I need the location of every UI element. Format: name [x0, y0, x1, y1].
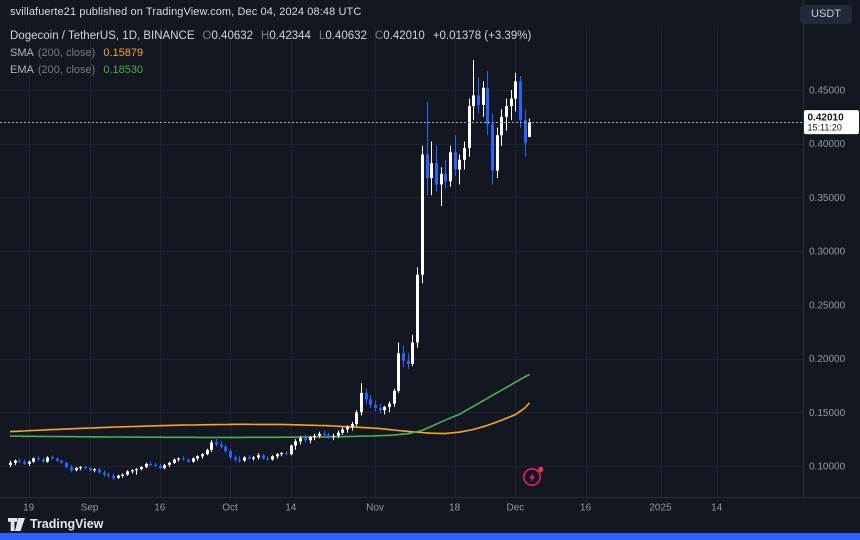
indicator-row-sma[interactable]: SMA (200, close) 0.15879: [10, 46, 531, 60]
open-value: 0.40632: [211, 30, 254, 42]
svg-text:16: 16: [154, 503, 166, 514]
ema-line: [9, 373, 530, 439]
sma-params: (200, close): [37, 47, 96, 59]
svg-text:Sep: Sep: [81, 503, 99, 514]
low-value: 0.40632: [325, 30, 367, 42]
symbol-row[interactable]: Dogecoin / TetherUS, 1D, BINANCE O0.40632…: [10, 29, 531, 43]
svg-text:14: 14: [285, 503, 297, 514]
footer: TradingView: [0, 515, 860, 533]
high-value: 0.42344: [269, 30, 311, 42]
tradingview-logo-icon: [8, 517, 25, 531]
svg-text:0.30000: 0.30000: [809, 247, 846, 258]
high-label: H: [261, 30, 270, 42]
svg-text:0.35000: 0.35000: [809, 193, 846, 204]
legend: Dogecoin / TetherUS, 1D, BINANCE O0.40632…: [10, 29, 531, 77]
price-axis: 0.45000 0.40000 0.35000 0.30000 0.25000 0.200…: [809, 86, 846, 473]
svg-text:0.25000: 0.25000: [809, 300, 846, 311]
price-chart[interactable]: 0.45000 0.40000 0.35000 0.30000 0.25000 0.200…: [0, 0, 860, 515]
publish-text[interactable]: svillafuerte21 published on TradingView.…: [10, 6, 362, 18]
svg-text:Oct: Oct: [222, 503, 238, 514]
svg-text:16: 16: [580, 503, 592, 514]
low-label: L: [318, 30, 326, 42]
close-label: C: [374, 30, 384, 42]
candles-layer: [9, 59, 531, 480]
change-value: +0.01378 (+3.39%): [432, 30, 532, 42]
svg-text:15:11:20: 15:11:20: [808, 123, 842, 133]
boost-button[interactable]: [521, 464, 547, 488]
svg-text:2025: 2025: [649, 503, 672, 514]
indicator-row-ema[interactable]: EMA (200, close) 0.18530: [10, 63, 531, 77]
tradingview-logo-link[interactable]: TradingView: [8, 517, 103, 531]
svg-text:0.45000: 0.45000: [809, 86, 846, 97]
currency-toggle-button[interactable]: USDT: [800, 5, 852, 24]
sma-line: [9, 402, 531, 435]
svg-text:18: 18: [449, 503, 461, 514]
publish-banner: svillafuerte21 published on TradingView.…: [0, 0, 860, 26]
time-axis: 19 Sep 16 Oct 14 Nov 18 Dec 16 2025 14: [23, 503, 723, 514]
svg-text:19: 19: [23, 503, 35, 514]
svg-text:14: 14: [711, 503, 723, 514]
close-value: 0.42010: [383, 30, 425, 42]
svg-text:0.42010: 0.42010: [808, 113, 845, 124]
ema-params: (200, close): [37, 64, 96, 76]
tradingview-wordmark: TradingView: [30, 517, 104, 531]
ema-value: 0.18530: [103, 64, 144, 76]
svg-text:Nov: Nov: [366, 503, 384, 514]
open-label: O: [202, 30, 212, 42]
lightning-icon: [523, 466, 544, 486]
ema-name: EMA: [10, 64, 34, 76]
sma-value: 0.15879: [103, 47, 144, 59]
svg-text:Dec: Dec: [507, 503, 525, 514]
bottom-accent-bar: [0, 533, 860, 540]
notification-dot: [538, 466, 544, 472]
grid-layer: [0, 26, 803, 497]
svg-text:0.20000: 0.20000: [809, 354, 846, 365]
svg-text:0.10000: 0.10000: [809, 462, 846, 473]
svg-text:0.15000: 0.15000: [809, 408, 846, 419]
svg-text:0.40000: 0.40000: [809, 139, 846, 150]
sma-name: SMA: [10, 47, 34, 59]
symbol-title[interactable]: Dogecoin / TetherUS, 1D, BINANCE: [10, 30, 195, 42]
